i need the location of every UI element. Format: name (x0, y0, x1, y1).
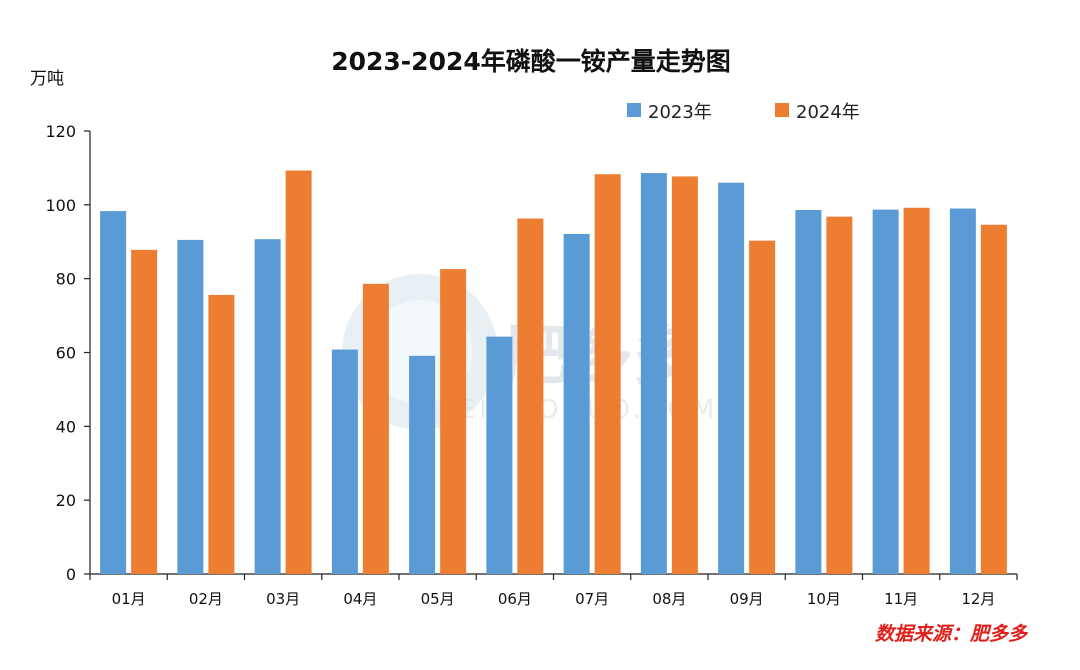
bar-2024-11月 (903, 207, 930, 574)
bar-2023-11月 (872, 209, 899, 574)
bar-2024-05月 (440, 269, 467, 574)
bar-2024-04月 (362, 283, 389, 574)
bar-2023-04月 (331, 349, 358, 574)
y-tick-label: 40 (56, 417, 76, 436)
bar-2024-02月 (208, 294, 235, 574)
bar-2024-12月 (980, 224, 1007, 575)
bar-2023-07月 (563, 233, 590, 574)
y-axis-unit: 万吨 (30, 69, 64, 89)
y-tick-label: 100 (45, 196, 76, 215)
y-tick-label: 20 (56, 491, 76, 510)
bar-2024-07月 (594, 174, 621, 574)
bar-2023-08月 (640, 173, 667, 574)
bars (100, 170, 1007, 575)
x-tick-label: 11月 (884, 590, 918, 608)
x-tick-labels: 01月 02月 03月 04月 05月 06月 07月 08月 09月 10月 11月 12月 (112, 590, 996, 608)
x-tick-label: 09月 (730, 590, 764, 608)
bar-2024-06月 (517, 218, 544, 574)
x-tick-label: 08月 (652, 590, 686, 608)
bar-2023-02月 (177, 239, 204, 574)
bar-2023-09月 (718, 182, 745, 574)
y-tick-label: 0 (66, 565, 76, 584)
axes: 0 20 40 60 80 100 120 (45, 122, 1018, 584)
x-tick-label: 01月 (112, 590, 146, 608)
x-tick-label: 04月 (343, 590, 377, 608)
x-tick-label: 03月 (266, 590, 300, 608)
bar-2024-08月 (671, 176, 698, 574)
bar-2024-09月 (749, 240, 776, 574)
x-tick-label: 06月 (498, 590, 532, 608)
x-tick-label: 10月 (807, 590, 841, 608)
y-tick-label: 60 (56, 344, 76, 363)
legend-label-2023: 2023年 (648, 102, 712, 123)
bar-2024-10月 (826, 216, 853, 574)
bar-2024-01月 (131, 249, 158, 574)
bar-2023-01月 (100, 211, 127, 574)
chart-title: 2023-2024年磷酸一铵产量走势图 (331, 47, 731, 76)
bar-2024-03月 (285, 170, 312, 574)
legend: 2023年 2024年 (627, 102, 860, 123)
x-tick-label: 02月 (189, 590, 223, 608)
bar-2023-06月 (486, 336, 513, 574)
legend-swatch-2024 (775, 103, 789, 117)
x-tick-label: 12月 (961, 590, 995, 608)
source-note: 数据来源：肥多多 (875, 623, 1029, 645)
legend-swatch-2023 (627, 103, 641, 117)
x-tick-label: 07月 (575, 590, 609, 608)
legend-label-2024: 2024年 (796, 102, 860, 123)
bar-2023-12月 (949, 208, 976, 574)
bar-2023-03月 (254, 239, 281, 574)
x-tick-label: 05月 (421, 590, 455, 608)
bar-2023-05月 (409, 355, 436, 574)
bar-2023-10月 (795, 210, 822, 575)
y-tick-label: 120 (45, 122, 76, 141)
y-tick-label: 80 (56, 270, 76, 289)
